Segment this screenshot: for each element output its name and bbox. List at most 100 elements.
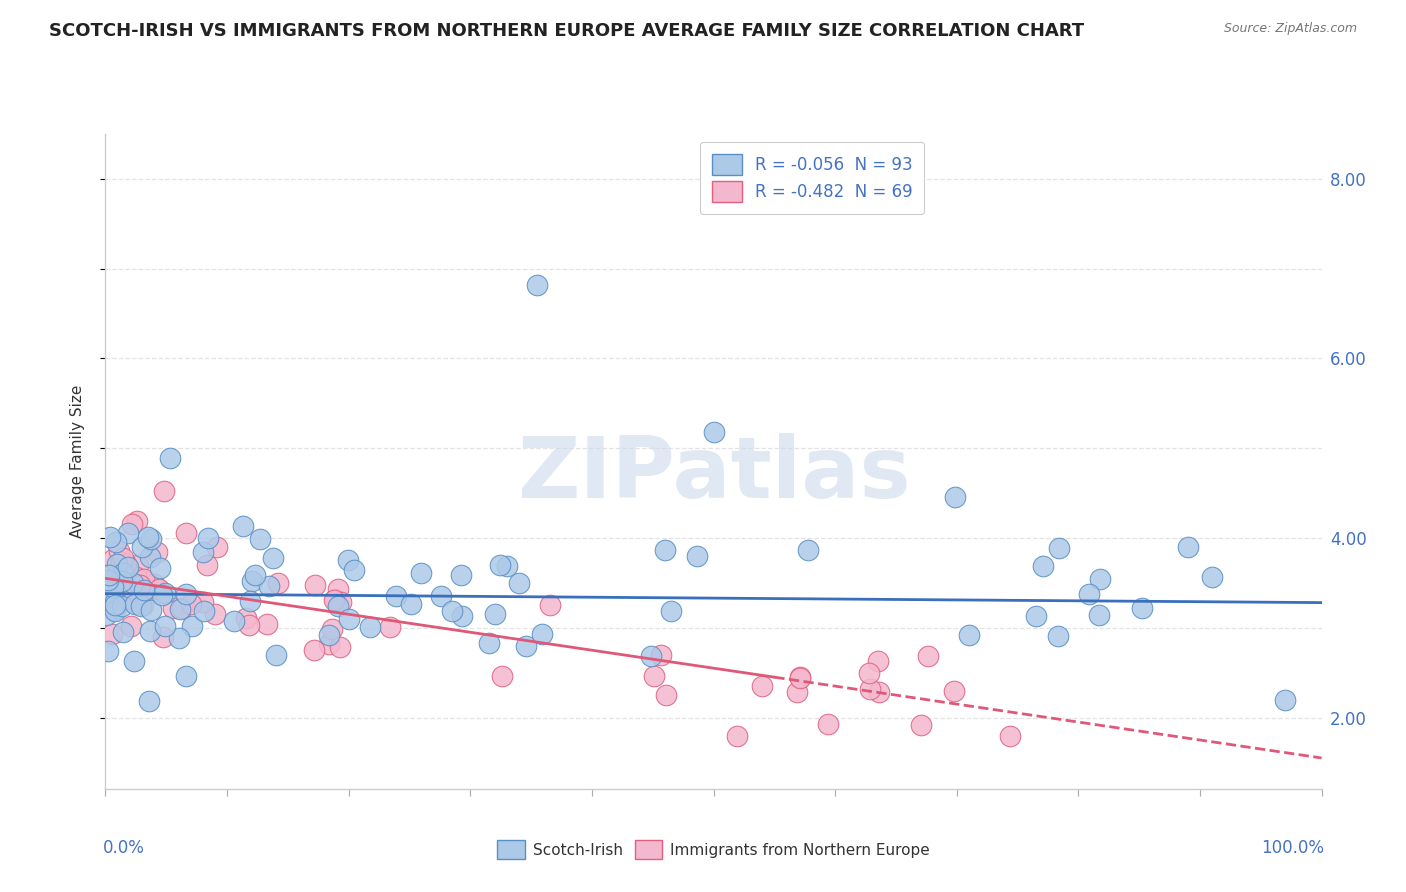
Point [131,540,153,554]
Point [100,530,122,544]
Point [515,639,537,653]
Point [1274,692,1296,706]
Point [409,566,432,581]
Point [152,630,174,644]
Point [97,644,120,658]
Point [107,586,129,600]
Point [122,655,145,669]
Point [488,558,510,573]
Point [1047,541,1070,556]
Point [650,648,672,662]
Point [240,574,263,588]
Point [195,558,218,573]
Point [117,526,139,541]
Point [103,601,125,615]
Text: 100.0%: 100.0% [1261,838,1324,856]
Point [451,609,474,624]
Point [142,577,165,591]
Point [115,558,138,572]
Point [943,490,966,504]
Point [112,624,135,639]
Point [329,640,352,654]
Point [256,616,278,631]
Point [150,588,173,602]
Point [97,568,120,582]
Point [450,568,472,582]
Point [478,636,501,650]
Point [868,654,890,668]
Point [159,450,181,465]
Point [538,598,561,612]
Point [337,612,360,626]
Point [193,604,215,618]
Point [127,584,149,599]
Point [103,589,125,603]
Point [122,576,145,591]
Point [103,603,125,617]
Text: ZIPatlas: ZIPatlas [516,434,911,516]
Point [172,600,194,615]
Point [129,599,152,613]
Point [399,597,422,611]
Point [751,679,773,693]
Point [526,277,548,292]
Point [318,628,340,642]
Point [359,620,381,634]
Legend: Scotch-Irish, Immigrants from Northern Europe: Scotch-Irish, Immigrants from Northern E… [489,832,938,867]
Point [686,549,709,563]
Point [138,694,160,708]
Point [378,620,401,634]
Point [789,671,811,685]
Point [101,552,124,566]
Point [304,577,326,591]
Text: SCOTCH-IRISH VS IMMIGRANTS FROM NORTHERN EUROPE AVERAGE FAMILY SIZE CORRELATION : SCOTCH-IRISH VS IMMIGRANTS FROM NORTHERN… [49,22,1084,40]
Point [957,628,980,642]
Point [197,532,219,546]
Point [180,597,202,611]
Point [531,627,554,641]
Point [243,568,266,582]
Point [146,545,169,559]
Point [1177,540,1199,554]
Point [323,593,346,607]
Point [323,591,346,606]
Point [640,648,662,663]
Point [239,594,262,608]
Point [910,718,932,732]
Point [1077,587,1099,601]
Point [1201,570,1223,584]
Point [702,425,725,439]
Point [336,553,359,567]
Point [654,542,676,557]
Point [101,580,124,594]
Point [110,555,132,569]
Point [132,582,155,597]
Point [321,623,343,637]
Point [103,599,125,613]
Point [132,598,155,612]
Point [858,666,880,681]
Point [174,669,197,683]
Point [430,590,453,604]
Point [789,671,811,685]
Point [222,614,245,628]
Point [643,668,665,682]
Point [134,572,156,586]
Point [330,595,353,609]
Point [304,643,326,657]
Point [124,597,146,611]
Point [231,518,253,533]
Point [1130,600,1153,615]
Point [127,514,149,528]
Point [943,684,966,698]
Point [655,688,678,702]
Point [176,587,198,601]
Point [96,608,118,623]
Point [1088,572,1111,586]
Point [205,540,228,554]
Point [162,601,184,615]
Point [191,595,214,609]
Point [786,685,808,699]
Point [111,574,134,588]
Point [105,535,128,549]
